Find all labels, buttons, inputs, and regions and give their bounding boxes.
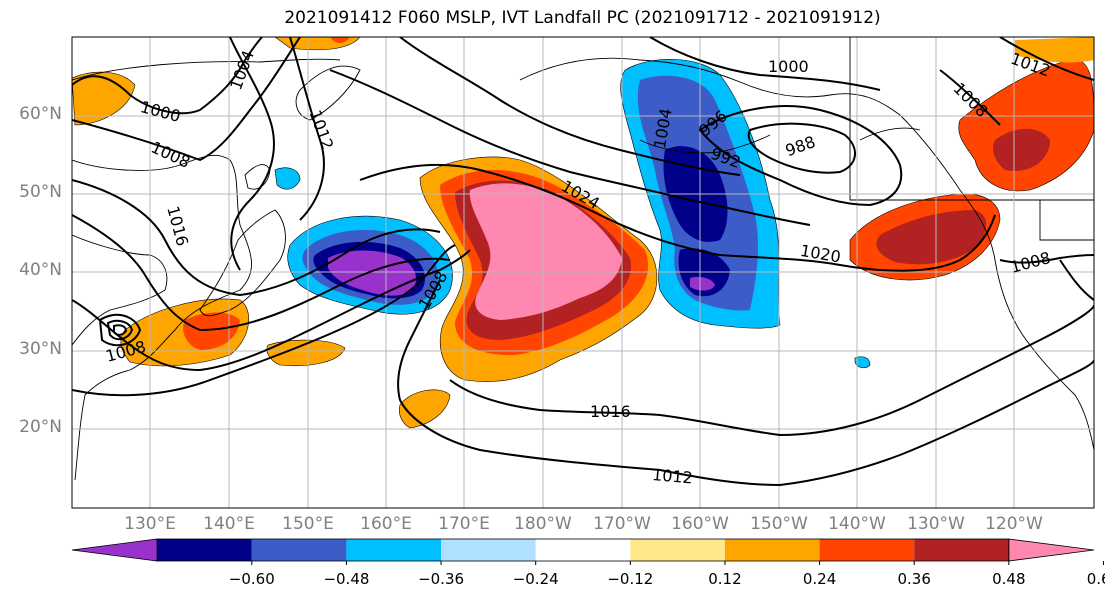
colorbar-extend-min bbox=[71, 538, 158, 562]
colorbar-tick-label: 0.48 bbox=[992, 570, 1026, 588]
lat-label: 40°N bbox=[19, 260, 62, 280]
colorbar-outline bbox=[156, 538, 1010, 562]
lon-label: 170°W bbox=[593, 514, 651, 534]
colorbar-tick-label: 0.36 bbox=[897, 570, 931, 588]
colorbar-tick-label: −0.60 bbox=[228, 570, 275, 588]
colorbar-cell bbox=[819, 539, 915, 561]
colorbar-cell bbox=[914, 539, 1009, 561]
lat-label: 60°N bbox=[19, 104, 62, 124]
colorbar-cell bbox=[441, 539, 536, 561]
colorbar-cell bbox=[346, 539, 442, 561]
lon-label: 130°E bbox=[124, 514, 176, 534]
map-frame bbox=[71, 36, 1095, 509]
lon-label: 160°E bbox=[360, 514, 412, 534]
isobar-label: 1012 bbox=[651, 465, 693, 487]
colorbar-tick-label: −0.12 bbox=[607, 570, 654, 588]
colorbar-extend-max bbox=[1008, 538, 1095, 562]
isobar-label: 1000 bbox=[768, 57, 809, 76]
mslp-isobars bbox=[72, 37, 1094, 487]
colorbar-cell bbox=[251, 539, 347, 561]
colorbar-tick-label: 0.12 bbox=[708, 570, 742, 588]
colorbar-tick-label: 0.24 bbox=[802, 570, 837, 588]
lon-label: 170°E bbox=[438, 514, 490, 534]
lat-label: 30°N bbox=[19, 339, 62, 359]
lon-label: 140°W bbox=[828, 514, 886, 534]
lat-label: 50°N bbox=[19, 182, 62, 202]
ivt-shading bbox=[72, 37, 1094, 429]
lon-label: 160°W bbox=[671, 514, 729, 534]
colorbar-cell bbox=[630, 539, 725, 561]
isobar-label: 1016 bbox=[590, 402, 631, 421]
coastlines bbox=[72, 37, 1094, 481]
lon-label: 150°W bbox=[750, 514, 808, 534]
graticule bbox=[72, 37, 1094, 508]
colorbar-tick-label: −0.24 bbox=[512, 570, 559, 588]
lon-label: 140°E bbox=[203, 514, 255, 534]
map-title: 2021091412 F060 MSLP, IVT Landfall PC (2… bbox=[284, 8, 881, 28]
colorbar-cell bbox=[535, 539, 631, 561]
lat-label: 20°N bbox=[19, 417, 62, 437]
colorbar-cells bbox=[71, 538, 1104, 565]
lon-label: 180°W bbox=[514, 514, 572, 534]
colorbar-cell bbox=[157, 539, 252, 561]
lon-label: 150°E bbox=[282, 514, 334, 534]
lon-label: 130°W bbox=[907, 514, 965, 534]
colorbar-cell bbox=[724, 539, 820, 561]
colorbar-tick-label: −0.48 bbox=[323, 570, 370, 588]
colorbar-tick-label: −0.36 bbox=[418, 570, 465, 588]
colorbar-tick-label: 0.60 bbox=[1086, 570, 1105, 588]
colorbar bbox=[71, 538, 1104, 565]
lon-label: 120°W bbox=[985, 514, 1043, 534]
